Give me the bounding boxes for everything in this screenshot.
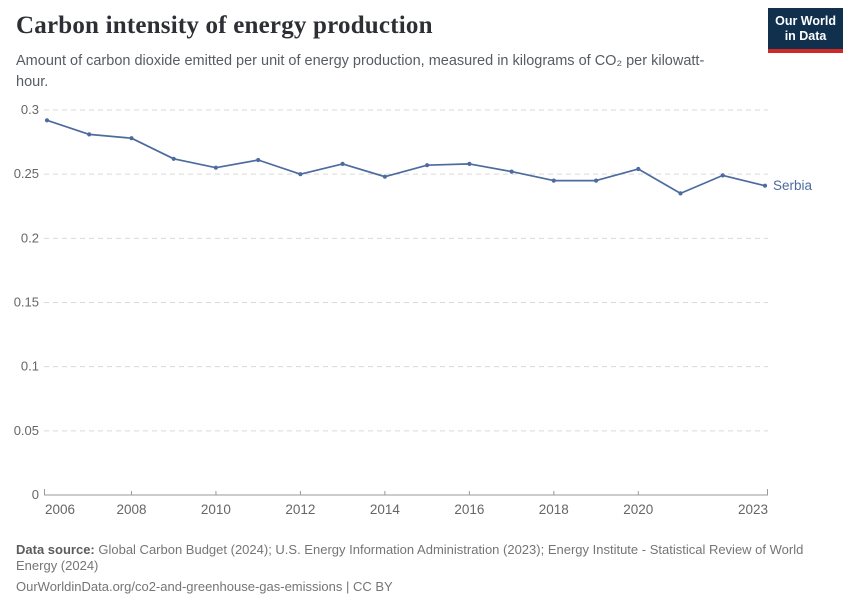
x-axis-tick-label: 2016 bbox=[454, 502, 484, 517]
y-axis-tick-label: 0.05 bbox=[14, 423, 39, 438]
x-axis-tick-label: 2010 bbox=[201, 502, 231, 517]
y-axis-tick-label: 0.25 bbox=[14, 166, 39, 181]
y-axis-tick-label: 0 bbox=[32, 487, 39, 502]
data-point bbox=[551, 178, 556, 183]
series-serbia[interactable]: Serbia bbox=[44, 118, 813, 196]
data-point bbox=[129, 136, 134, 141]
data-point bbox=[44, 118, 50, 123]
x-axis-tick-label: 2018 bbox=[539, 502, 569, 517]
series-line bbox=[46, 119, 766, 195]
data-point bbox=[636, 166, 641, 172]
x-axis-tick-label: 2012 bbox=[285, 502, 315, 517]
attribution-link: OurWorldinData.org/co2-and-greenhouse-ga… bbox=[16, 579, 393, 594]
data-source-note: Data source: Global Carbon Budget (2024)… bbox=[16, 542, 820, 575]
x-axis-tick-label: 2006 bbox=[45, 502, 75, 517]
x-axis-tick-label: 2020 bbox=[623, 502, 653, 517]
data-point bbox=[382, 174, 387, 179]
data-point bbox=[425, 163, 430, 168]
owid-logo-line2: in Data bbox=[784, 28, 827, 43]
owid-logo: Our World in Data bbox=[768, 8, 843, 53]
page-title: Carbon intensity of energy production bbox=[16, 12, 433, 39]
data-point bbox=[509, 169, 514, 174]
data-point bbox=[467, 161, 472, 166]
x-axis-tick-label: 2023 bbox=[738, 502, 768, 517]
data-point bbox=[340, 161, 345, 166]
data-point bbox=[213, 165, 218, 170]
data-point bbox=[298, 172, 303, 177]
y-axis-tick-label: 0.1 bbox=[21, 359, 39, 374]
x-axis-tick-label: 2014 bbox=[370, 502, 401, 517]
data-point bbox=[720, 173, 725, 178]
y-axis-tick-label: 0.3 bbox=[21, 102, 39, 117]
y-axis-tick-label: 0.2 bbox=[21, 230, 39, 245]
chart-subtitle: Amount of carbon dioxide emitted per uni… bbox=[16, 53, 705, 90]
data-point bbox=[171, 156, 176, 161]
owid-logo-line1: Our World bbox=[775, 14, 836, 28]
data-point bbox=[87, 132, 92, 137]
data-point bbox=[256, 157, 261, 163]
data-source-text: Global Carbon Budget (2024); U.S. Energy… bbox=[16, 542, 804, 574]
data-source-label: Data source: bbox=[16, 542, 95, 557]
data-point bbox=[678, 191, 683, 196]
data-point bbox=[594, 178, 599, 183]
series-label[interactable]: Serbia bbox=[773, 178, 813, 193]
y-axis-tick-label: 0.15 bbox=[14, 295, 39, 310]
data-point bbox=[762, 183, 768, 188]
x-axis-tick-label: 2008 bbox=[116, 502, 146, 517]
